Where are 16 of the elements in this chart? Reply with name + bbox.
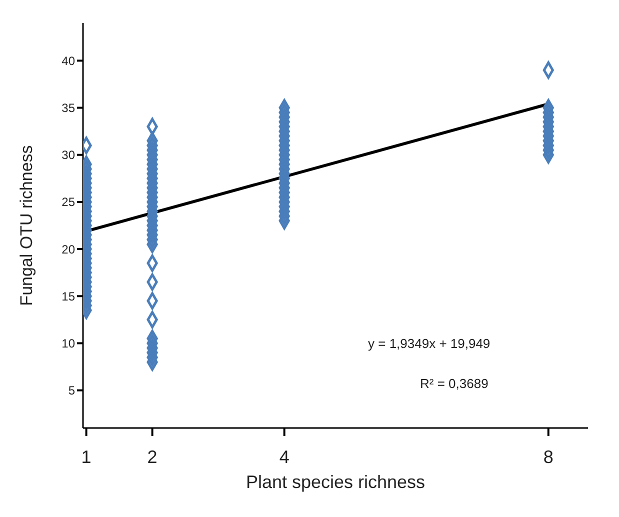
y-tick-label: 30 xyxy=(62,148,76,162)
x-tick-label: 4 xyxy=(279,446,290,467)
y-tick-label: 25 xyxy=(62,195,76,210)
x-axis-title: Plant species richness xyxy=(246,472,426,492)
y-tick-label: 15 xyxy=(62,289,76,304)
y-tick-label: 35 xyxy=(62,101,76,116)
x-tick-label: 2 xyxy=(147,446,158,467)
y-tick-label: 10 xyxy=(62,336,76,350)
y-axis-title: Fungal OTU richness xyxy=(17,145,36,306)
y-tick-label: 20 xyxy=(62,242,76,256)
annotation: R² = 0,3689 xyxy=(420,376,488,391)
annotation: y = 1,9349x + 19,949 xyxy=(368,336,490,351)
x-tick-label: 1 xyxy=(81,446,92,467)
y-tick-label: 40 xyxy=(62,54,76,68)
y-tick-label: 5 xyxy=(68,384,76,398)
x-tick-label: 8 xyxy=(543,446,554,467)
